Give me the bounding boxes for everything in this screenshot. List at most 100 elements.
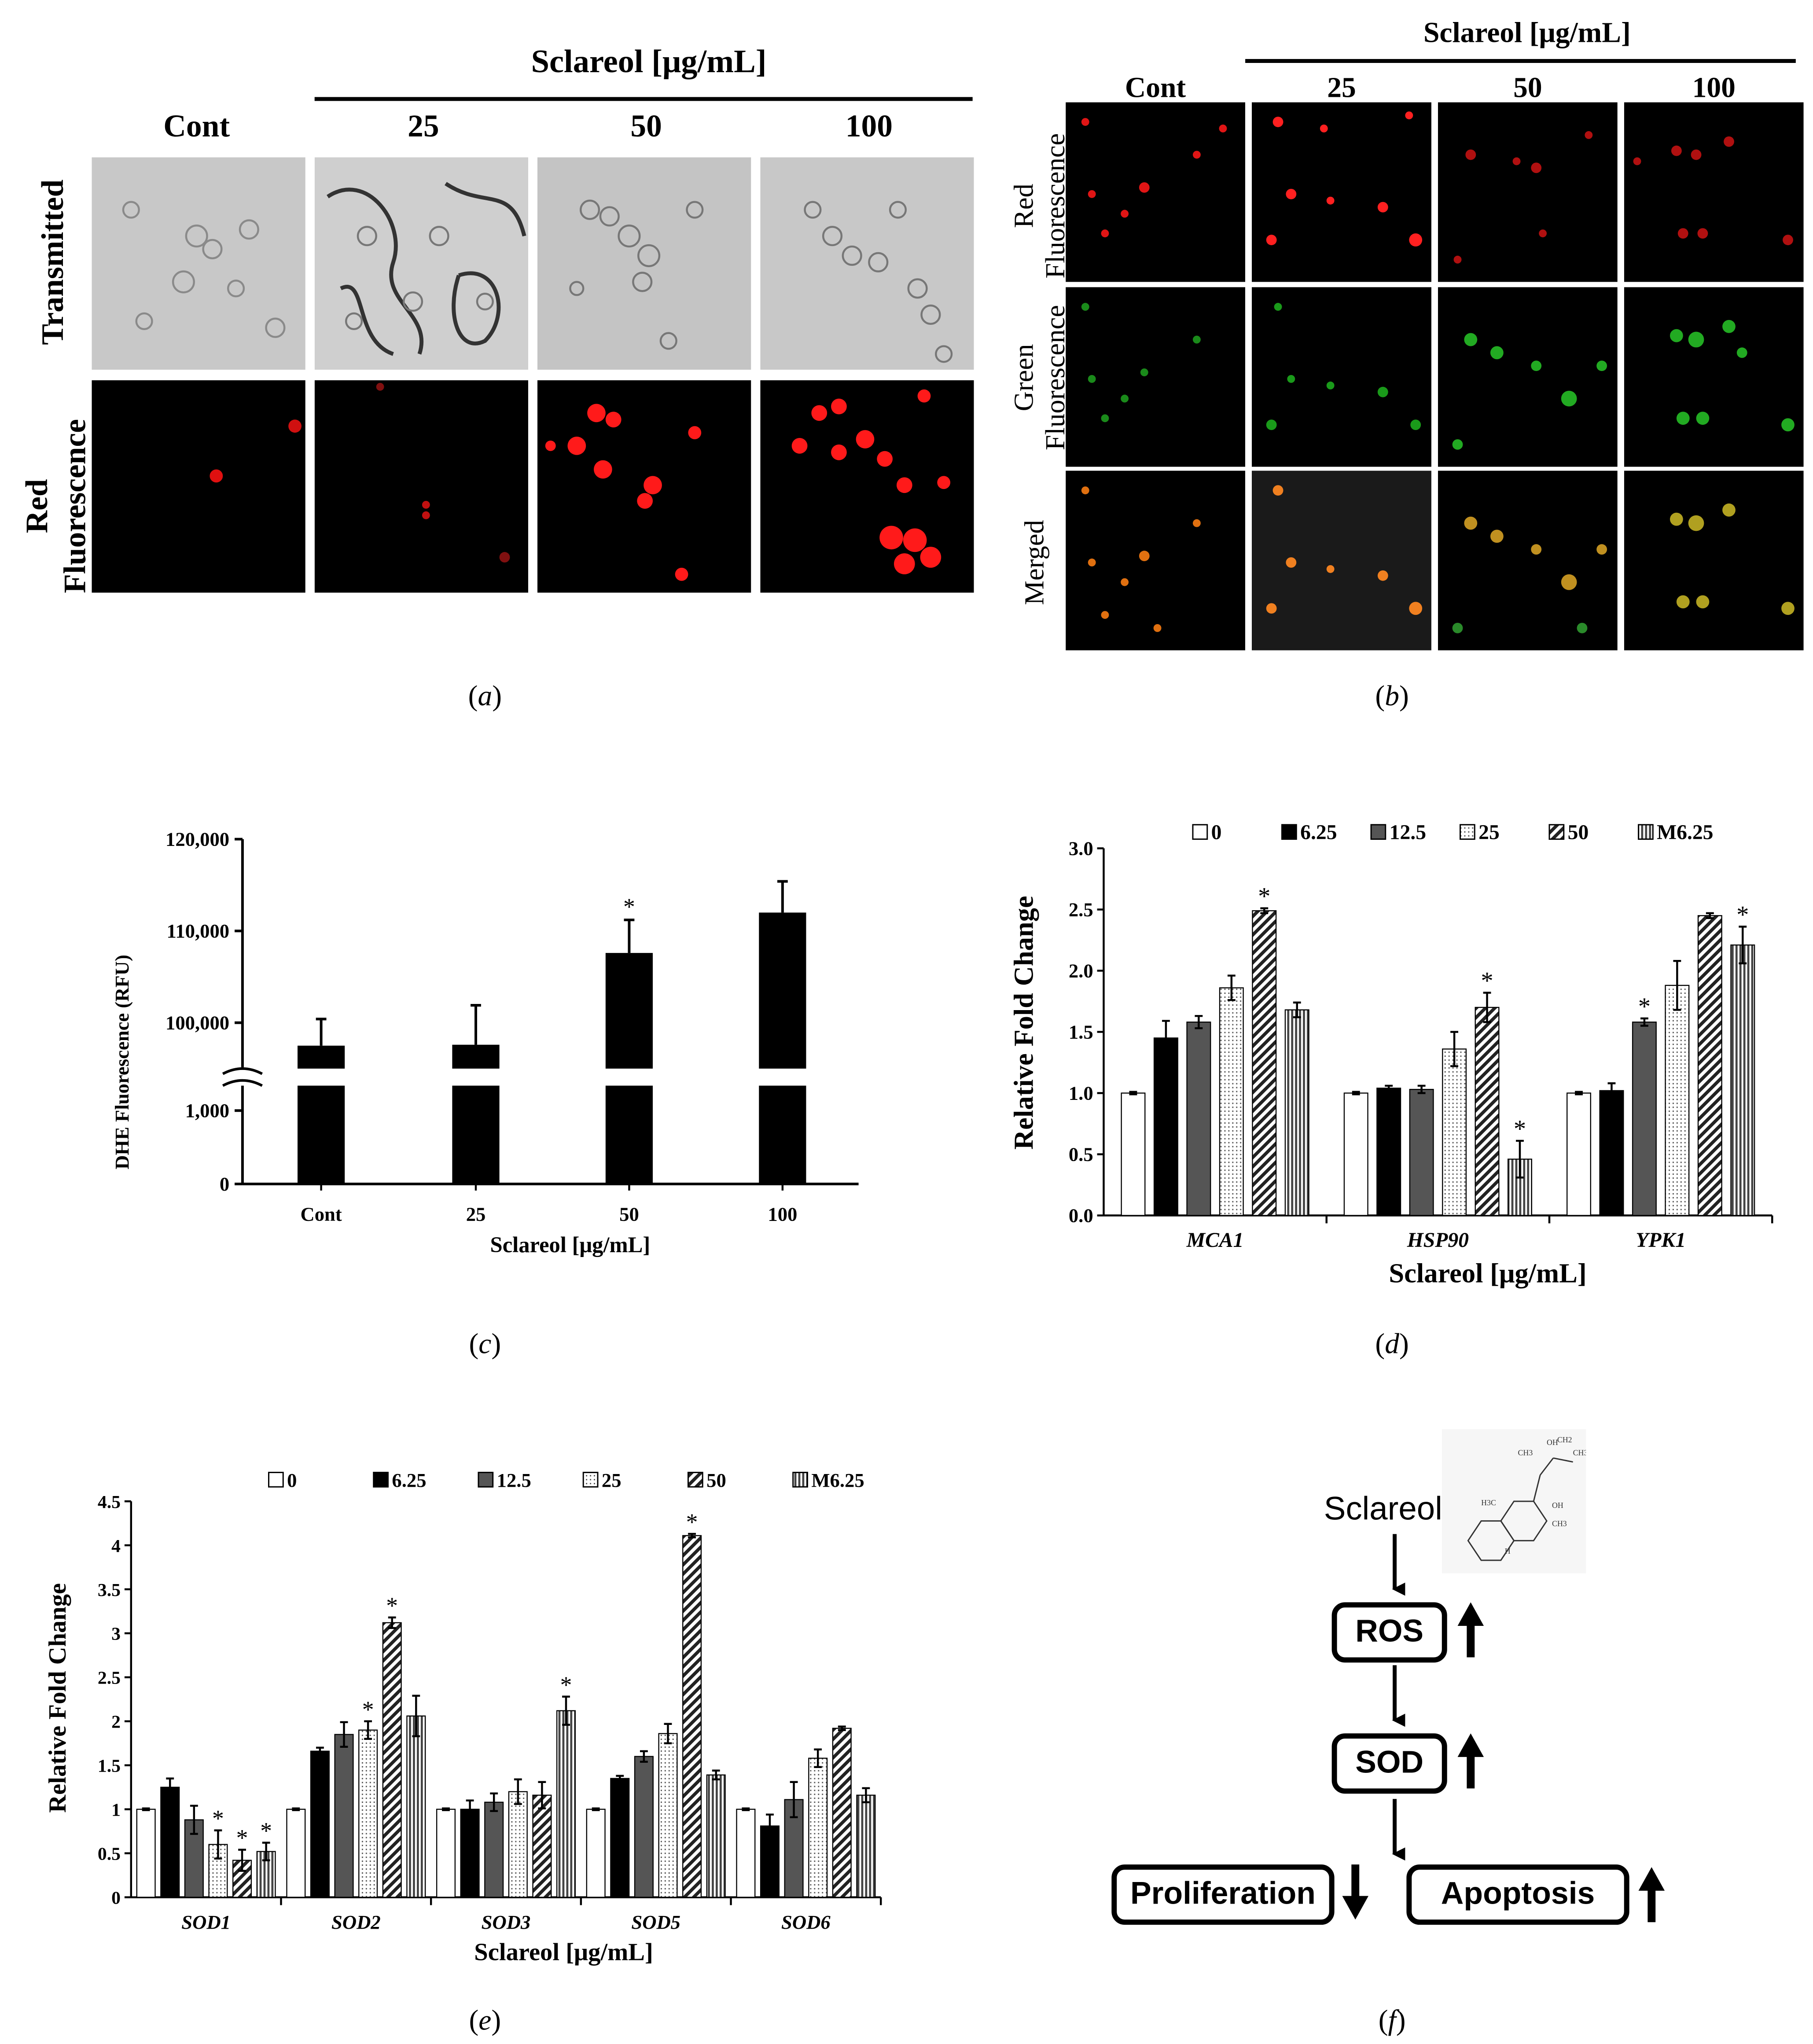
- c-y-tick-label: 110,000: [167, 920, 230, 942]
- structure-label: CH3: [1573, 1448, 1586, 1457]
- red-image-25: [1251, 102, 1431, 282]
- c-y-tick-label: 120,000: [165, 828, 229, 850]
- pathway-arrows: [1342, 1534, 1665, 1923]
- green-image-50: [1438, 287, 1618, 467]
- green-image-cont: [1066, 287, 1246, 467]
- c-bar: [759, 912, 806, 1069]
- panel-a-col-label: Cont: [163, 110, 230, 144]
- chart-d-significance-mark: *: [1481, 967, 1493, 995]
- chart-e-category-label: SOD2: [331, 1911, 381, 1933]
- red-fluorescence-image-50: [537, 380, 751, 593]
- chart-d-bar: [1343, 1092, 1368, 1216]
- chart-d-category-label: MCA1: [1186, 1229, 1244, 1252]
- c-bar: [298, 1045, 345, 1069]
- sclareol-structure-image: OH CH3 CH3 CH2 H3C OH CH3 H: [1442, 1429, 1586, 1573]
- c-bar: [452, 1085, 500, 1184]
- chart-d-y-tick-label: 3.0: [1069, 837, 1093, 859]
- red-image-100: [1624, 102, 1804, 282]
- chart-d-y-tick-label: 0.5: [1069, 1143, 1093, 1165]
- c-axis-break: [222, 1079, 263, 1087]
- chart-d-bar: [1219, 987, 1244, 1216]
- chart-e-bar: [460, 1809, 480, 1898]
- chart-e-legend-swatch: [792, 1471, 808, 1488]
- c-bar: [298, 1085, 345, 1184]
- chart-d-significance-mark: *: [1514, 1115, 1526, 1143]
- chart-d-legend-swatch: [1638, 824, 1654, 840]
- chart-d-legend-swatch: [1192, 824, 1208, 840]
- chart-e-bar: [334, 1734, 354, 1898]
- structure-label: CH3: [1552, 1519, 1567, 1528]
- chart-e-category-label: SOD1: [181, 1911, 231, 1933]
- chart-e-legend-swatch: [687, 1471, 703, 1488]
- panel-a-col-label: 50: [630, 110, 662, 144]
- c-x-tick-label: 100: [768, 1203, 797, 1225]
- red-fluorescence-image-cont: [92, 380, 305, 593]
- c-bar: [605, 953, 653, 1069]
- chart-d-y-tick-label: 0.0: [1069, 1204, 1093, 1226]
- chart-d-y-tick-label: 2.5: [1069, 898, 1093, 920]
- panel-b-row-label: Red Fluorescence: [1008, 133, 1071, 279]
- transmitted-image-50: [537, 157, 751, 370]
- c-axis-break: [222, 1067, 263, 1075]
- panel-b-header-rule: [1245, 59, 1796, 63]
- panel-d-chart: Relative Fold Change Sclareol [μg/mL] 0.…: [1008, 821, 1773, 1288]
- chart-d-bar: [1665, 985, 1690, 1216]
- c-x-axis-label: Sclareol [μg/mL]: [490, 1232, 651, 1257]
- chart-e-bar: [484, 1801, 504, 1898]
- chart-e-bar: [382, 1622, 402, 1898]
- chart-e-legend-label: 12.5: [497, 1469, 531, 1491]
- chart-d-legend-label: 25: [1478, 821, 1500, 844]
- apoptosis-box: Apoptosis: [1406, 1864, 1629, 1925]
- chart-e-bar: [556, 1710, 576, 1898]
- panel-a-col-label: 100: [845, 110, 893, 144]
- panel-b-col-label: 100: [1692, 70, 1736, 104]
- panel-d-caption: (d): [1375, 1327, 1409, 1360]
- chart-e-bar: [610, 1778, 630, 1898]
- c-bar: [605, 1085, 653, 1184]
- ros-box: ROS: [1331, 1602, 1447, 1663]
- chart-e-significance-mark: *: [362, 1696, 374, 1723]
- chart-e-category-label: SOD5: [631, 1911, 680, 1933]
- chart-e-bar: [808, 1757, 828, 1898]
- up-arrow-icon: [1457, 1733, 1484, 1789]
- up-arrow-icon: [1638, 1867, 1665, 1923]
- chart-e-y-tick-label: 3.5: [98, 1580, 121, 1600]
- chart-d-significance-mark: *: [1258, 883, 1270, 910]
- chart-d-legend-label: 50: [1568, 821, 1589, 844]
- chart-e-bar: [586, 1809, 606, 1898]
- chart-d-bar: [1567, 1092, 1591, 1216]
- sclareol-label: Sclareol: [1324, 1491, 1442, 1528]
- transmitted-image-cont: [92, 157, 305, 370]
- chart-e-bar: [634, 1756, 654, 1898]
- panel-b-caption: (b): [1375, 679, 1409, 712]
- up-arrow-icon: [1457, 1602, 1484, 1658]
- chart-e-significance-mark: *: [260, 1818, 272, 1844]
- chart-e-significance-mark: *: [236, 1825, 248, 1851]
- merged-image-cont: [1066, 471, 1246, 651]
- chart-e-y-tick-label: 1.5: [98, 1756, 121, 1776]
- chart-d-y-tick-label: 1.0: [1069, 1082, 1093, 1104]
- transmitted-image-100: [760, 157, 974, 370]
- panel-a-header-rule: [314, 97, 973, 101]
- chart-d-bar: [1153, 1037, 1178, 1216]
- chart-e-bar: [856, 1794, 876, 1898]
- chart-e-bar: [736, 1809, 756, 1898]
- c-x-tick-label: Cont: [300, 1203, 342, 1225]
- chart-e-bar: [136, 1809, 156, 1898]
- chart-e-legend-swatch: [268, 1471, 284, 1488]
- merged-image-100: [1624, 471, 1804, 651]
- sod-box: SOD: [1331, 1733, 1447, 1794]
- merged-image-50: [1438, 471, 1618, 651]
- chart-d-y-tick-label: 2.0: [1069, 960, 1093, 982]
- chart-d-legend-swatch: [1281, 824, 1297, 840]
- green-image-100: [1624, 287, 1804, 467]
- chart-d-bar: [1121, 1092, 1146, 1216]
- chart-e-bar: [310, 1750, 330, 1898]
- chart-e-significance-mark: *: [686, 1509, 698, 1535]
- panel-a-row-label: Transmitted: [37, 179, 71, 345]
- panel-c-caption: (c): [469, 1327, 501, 1360]
- chart-d-bar: [1697, 915, 1722, 1216]
- chart-e-bar: [286, 1809, 306, 1898]
- panel-a-caption: (a): [468, 679, 502, 712]
